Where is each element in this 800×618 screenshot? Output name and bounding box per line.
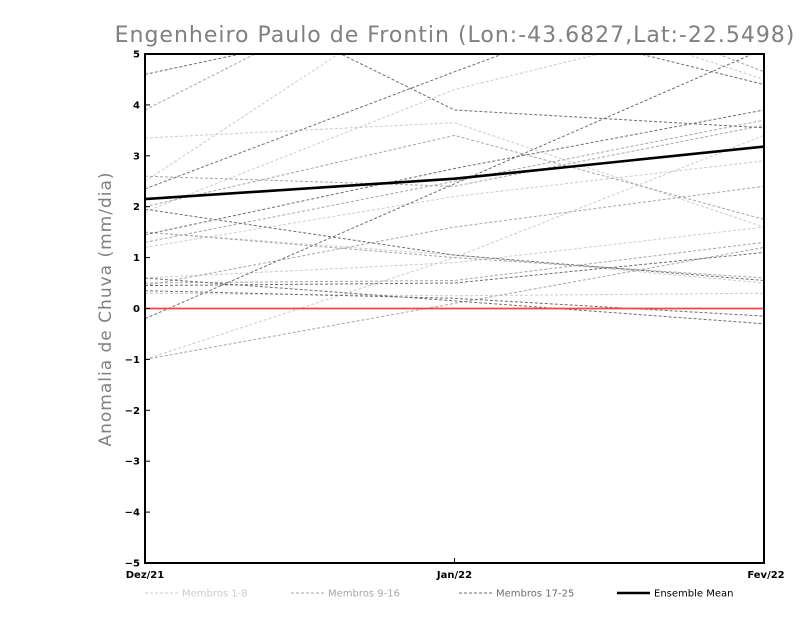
y-tick-label: 4 bbox=[133, 100, 140, 111]
legend-label-membros-17-25: Membros 17-25 bbox=[496, 589, 574, 600]
y-tick-label: 3 bbox=[133, 151, 140, 162]
y-tick-label: −3 bbox=[125, 457, 140, 468]
y-tick-label: 5 bbox=[133, 50, 140, 61]
series-line-membro-20 bbox=[145, 277, 764, 325]
series-line-membro-3 bbox=[145, 54, 601, 213]
series-line-membro-18 bbox=[145, 54, 754, 320]
y-tick-label: 1 bbox=[133, 253, 140, 264]
series-line-membro-25 bbox=[145, 252, 764, 287]
y-axis-label: Anomalia de Chuva (mm/dia) bbox=[96, 171, 116, 446]
series-line-membro-21 bbox=[145, 208, 764, 281]
y-tick-label: −1 bbox=[125, 355, 140, 366]
mean-group bbox=[145, 145, 764, 201]
series-group bbox=[145, 54, 764, 360]
legend: Membros 1-8 Membros 9-16 Membros 17-25 Ense… bbox=[145, 589, 733, 600]
series-line-membro-1 bbox=[145, 160, 764, 248]
x-tick-label: Jan/22 bbox=[436, 570, 472, 581]
x-tick-label: Fev/22 bbox=[747, 570, 784, 581]
series-line-membro-12 bbox=[145, 241, 764, 284]
y-tick-label: −4 bbox=[125, 508, 140, 519]
legend-label-membros-1-8: Membros 1-8 bbox=[182, 589, 248, 600]
series-line-membro-7 bbox=[145, 292, 764, 297]
series-line-membro-15 bbox=[145, 54, 764, 111]
series-line-membro-4 bbox=[145, 226, 764, 279]
y-axis-ticks: −5 −4 −3 −2 −1 0 1 2 3 4 5 bbox=[125, 50, 150, 570]
y-tick-label: 0 bbox=[133, 304, 140, 315]
x-axis-ticks: Dez/21 Jan/22 Fev/22 bbox=[126, 558, 785, 581]
y-tick-label: −2 bbox=[125, 406, 140, 417]
series-line-membro-17 bbox=[145, 54, 505, 190]
x-tick-label: Dez/21 bbox=[126, 570, 165, 581]
series-line-membro-11 bbox=[145, 119, 764, 243]
y-tick-label: 2 bbox=[133, 202, 140, 213]
legend-label-membros-9-16: Membros 9-16 bbox=[328, 589, 400, 600]
legend-label-ensemble-mean: Ensemble Mean bbox=[654, 589, 733, 600]
series-line-membro-19 bbox=[145, 109, 764, 236]
series-line-membro-16 bbox=[145, 231, 764, 279]
series-line-membro-23 bbox=[339, 54, 764, 129]
chart-title: Engenheiro Paulo de Frontin (Lon:-43.682… bbox=[115, 23, 796, 48]
y-tick-label: −5 bbox=[125, 559, 140, 570]
series-line-ensemble-mean bbox=[145, 145, 764, 201]
series-line-membro-2 bbox=[145, 122, 764, 228]
series-line-membro-22 bbox=[145, 290, 764, 317]
series-line-membro-14 bbox=[145, 134, 764, 220]
